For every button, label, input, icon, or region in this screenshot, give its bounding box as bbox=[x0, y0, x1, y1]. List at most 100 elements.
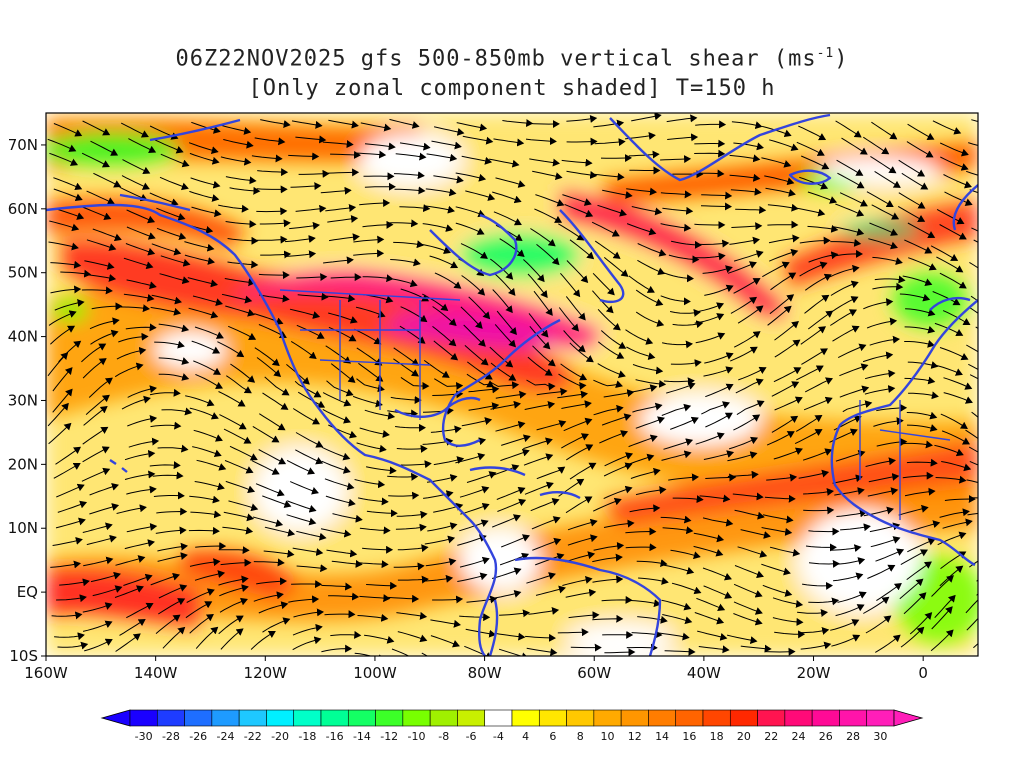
streamline bbox=[60, 269, 92, 278]
streamline bbox=[594, 138, 626, 147]
streamline bbox=[867, 487, 899, 497]
x-tick-label: 80W bbox=[468, 664, 502, 682]
streamline bbox=[977, 275, 978, 278]
streamline bbox=[468, 296, 491, 320]
streamline bbox=[943, 377, 973, 390]
streamline bbox=[562, 194, 592, 206]
streamline bbox=[569, 239, 595, 260]
streamline bbox=[353, 235, 385, 244]
streamline bbox=[737, 546, 768, 558]
streamline bbox=[455, 222, 485, 235]
streamline bbox=[423, 490, 454, 499]
streamline bbox=[527, 273, 548, 298]
streamline bbox=[672, 495, 704, 504]
streamline bbox=[833, 226, 865, 236]
coast-labrador bbox=[559, 209, 625, 304]
streamline bbox=[733, 278, 761, 294]
streamline bbox=[898, 504, 929, 516]
streamline bbox=[498, 648, 529, 656]
streamline bbox=[904, 239, 933, 254]
y-tick-label: 60N bbox=[8, 200, 38, 218]
streamline bbox=[262, 617, 291, 633]
streamline bbox=[288, 595, 320, 604]
streamline bbox=[396, 611, 428, 620]
streamline bbox=[774, 339, 801, 358]
streamline bbox=[969, 261, 978, 269]
streamline bbox=[366, 466, 397, 475]
streamline bbox=[566, 137, 598, 146]
streamline bbox=[533, 290, 553, 316]
streamline bbox=[837, 343, 867, 359]
streamline bbox=[154, 139, 184, 154]
colorbar-swatch bbox=[320, 709, 349, 727]
streamline bbox=[55, 517, 86, 529]
streamline bbox=[970, 295, 978, 302]
streamline bbox=[489, 346, 514, 368]
streamline bbox=[328, 312, 358, 324]
streamline bbox=[939, 142, 969, 157]
streamline bbox=[123, 573, 153, 586]
streamline bbox=[966, 170, 978, 176]
streamline bbox=[184, 254, 215, 265]
streamline bbox=[156, 207, 186, 221]
streamline bbox=[81, 286, 113, 295]
streamline bbox=[432, 326, 457, 347]
streamline bbox=[395, 523, 427, 532]
streamline bbox=[92, 228, 122, 242]
streamline bbox=[461, 417, 493, 427]
streamline bbox=[968, 363, 978, 370]
coastlines bbox=[46, 113, 978, 656]
streamline bbox=[904, 376, 936, 385]
streamline bbox=[968, 446, 978, 453]
streamline bbox=[298, 169, 330, 178]
streamline bbox=[325, 204, 357, 212]
streamline bbox=[772, 617, 804, 626]
streamline bbox=[92, 585, 123, 597]
streamline bbox=[939, 224, 967, 240]
colorbar-label: -10 bbox=[408, 730, 426, 743]
streamline bbox=[364, 182, 396, 191]
streamline bbox=[975, 326, 978, 330]
streamline bbox=[762, 584, 793, 597]
streamline bbox=[356, 442, 387, 453]
streamline bbox=[47, 352, 69, 377]
streamline bbox=[558, 223, 585, 241]
colorbar-label: -24 bbox=[217, 730, 235, 743]
streamline bbox=[837, 172, 865, 189]
streamline bbox=[460, 243, 488, 259]
streamline bbox=[805, 543, 837, 552]
y-tick-label: 20N bbox=[8, 455, 38, 473]
streamline bbox=[908, 257, 937, 271]
streamline bbox=[532, 170, 563, 181]
streamline bbox=[82, 206, 112, 221]
streamline bbox=[393, 562, 425, 571]
streamline bbox=[969, 460, 978, 466]
colorbar-label: 14 bbox=[655, 730, 669, 743]
colorbar-label: 8 bbox=[577, 730, 584, 743]
streamline bbox=[703, 366, 734, 377]
streamline bbox=[536, 387, 568, 396]
streamline bbox=[48, 310, 77, 326]
coast-alaska bbox=[119, 118, 241, 212]
streamline bbox=[635, 311, 665, 327]
streamline bbox=[194, 326, 224, 339]
streamline bbox=[227, 236, 259, 245]
streamline bbox=[322, 140, 354, 149]
streamline bbox=[188, 526, 220, 535]
colorbar-label: 10 bbox=[601, 730, 615, 743]
colorbar-swatch bbox=[129, 709, 158, 727]
colorbar-swatch bbox=[238, 709, 267, 727]
streamline bbox=[225, 480, 256, 494]
streamline bbox=[769, 546, 801, 557]
y-tick-label: 10S bbox=[9, 647, 38, 665]
streamline bbox=[908, 391, 939, 400]
colorbar-swatch bbox=[156, 709, 185, 727]
streamline bbox=[393, 240, 424, 249]
colorbar: -30 -28 -26 -24 -22 -20 -18 -16 -14 -12 -10 -8 -6 -4 4… bbox=[100, 709, 924, 743]
streamline bbox=[694, 149, 726, 158]
streamline bbox=[593, 119, 625, 128]
streamline bbox=[88, 377, 113, 398]
streamline bbox=[495, 420, 526, 432]
streamline bbox=[53, 123, 83, 137]
streamline bbox=[395, 152, 427, 161]
